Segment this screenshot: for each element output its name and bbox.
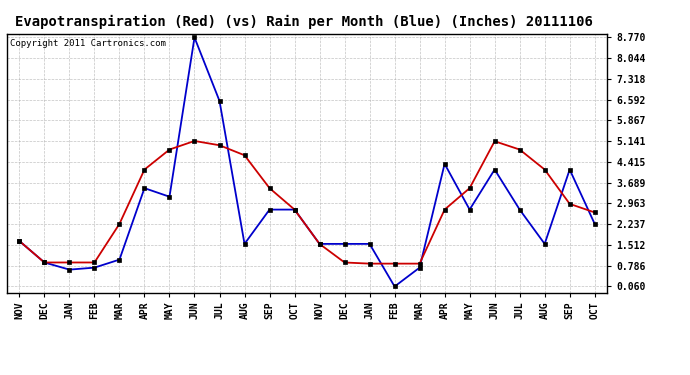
Text: Evapotranspiration (Red) (vs) Rain per Month (Blue) (Inches) 20111106: Evapotranspiration (Red) (vs) Rain per M… xyxy=(14,15,593,29)
Text: Copyright 2011 Cartronics.com: Copyright 2011 Cartronics.com xyxy=(10,39,166,48)
